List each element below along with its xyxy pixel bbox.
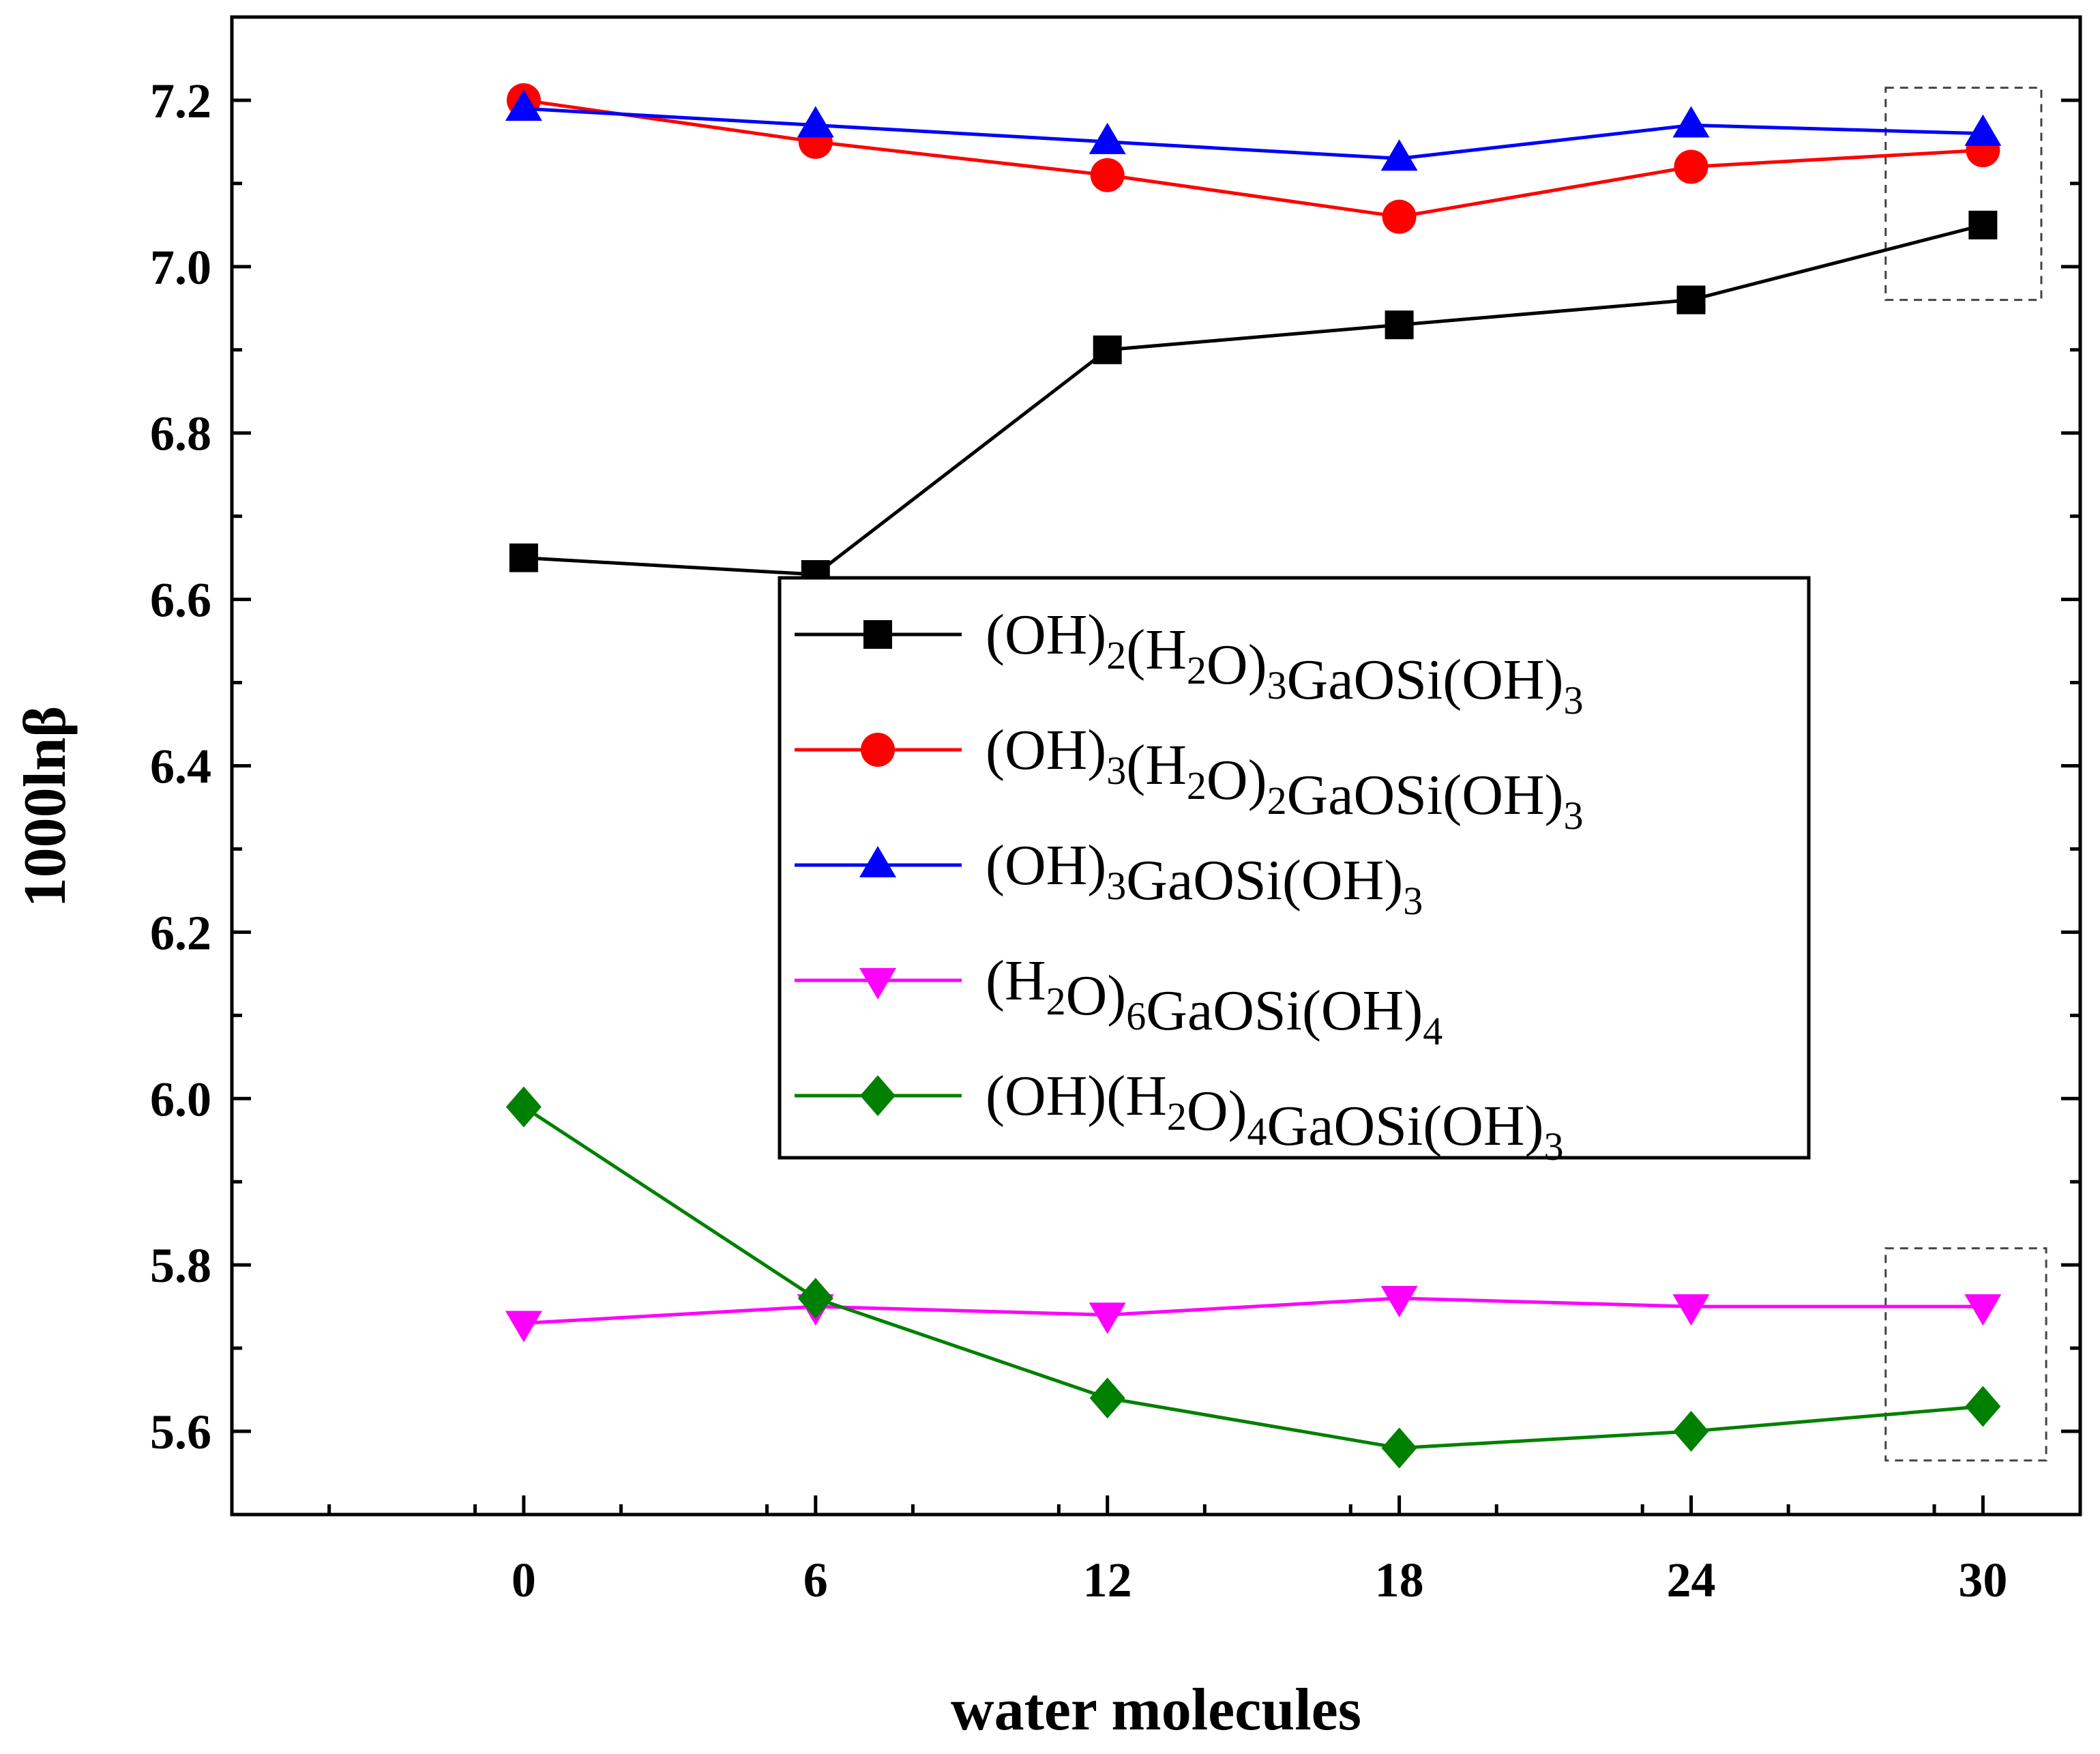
x-tick-labels: 0 6 12 18 24 30 [512,1553,2007,1607]
series-line [523,1296,1983,1326]
x-tick-label: 0 [512,1553,536,1607]
legend-item: (OH)3(H2O)2GaOSi(OH)3 [795,718,1584,838]
data-point [1676,285,1706,315]
y-tick-label: 6.8 [150,407,211,461]
data-point [1090,158,1125,192]
legend-label: (OH)3(H2O)2GaOSi(OH)3 [986,718,1584,838]
legend-item: (OH)2(H2O)3GaOSi(OH)3 [795,603,1584,722]
x-axis-title: water molecules [951,1677,1361,1743]
series-1 [506,83,2000,234]
y-axis-title: 1000lnβ [12,706,78,908]
x-tick-label: 30 [1958,1553,2007,1607]
y-tick-label: 7.2 [150,74,211,128]
data-point [1381,1427,1417,1469]
series-0 [509,210,1998,589]
data-point [1093,335,1122,364]
series-line [522,1105,1983,1450]
x-tick-label: 6 [803,1553,828,1607]
data-point [1385,310,1414,340]
legend-item: (OH)(H2O)4GaOSi(OH)3 [795,1064,1563,1169]
legend-marker [860,1075,896,1116]
series-line [523,106,1983,160]
data-point [1382,199,1417,234]
y-tick-label: 6.4 [150,740,211,794]
data-point [1672,1294,1710,1326]
legend-item: (OH)3GaOSi(OH)3 [795,834,1423,923]
y-tick-labels: 5.6 5.8 6.0 6.2 6.4 6.6 6.8 7.0 7.2 [150,74,211,1459]
y-tick-label: 5.8 [150,1238,211,1293]
legend-label: (OH)(H2O)4GaOSi(OH)3 [986,1064,1563,1169]
data-point [797,106,834,138]
data-point [797,1277,833,1319]
series-line [523,223,1983,576]
x-tick-label: 12 [1083,1553,1132,1607]
data-point [509,543,538,572]
data-point [1673,1411,1709,1452]
data-point [1089,122,1126,154]
legend-label: (H2O)6GaOSi(OH)4 [986,949,1443,1053]
legend-label: (OH)2(H2O)3GaOSi(OH)3 [986,603,1584,722]
x-tick-label: 24 [1666,1553,1715,1607]
y-tick-label: 6.2 [150,905,211,960]
y-tick-label: 6.6 [150,573,211,628]
data-point [1965,1386,2001,1427]
series-4 [505,1086,2001,1469]
data-point [505,1311,542,1343]
data-point [1964,1294,2002,1326]
legend-box [778,576,1811,1160]
x-tick-label: 18 [1375,1553,1424,1607]
annotations [1884,87,2047,1462]
y-tick-label: 6.0 [150,1072,211,1126]
data-point [505,89,542,121]
y-tick-label: 7.0 [150,240,211,295]
series-3 [505,1285,2002,1343]
dashed-highlight-box [1884,87,2043,302]
series-2 [505,89,2002,171]
legend-label: (OH)3GaOSi(OH)3 [986,834,1423,923]
data-point [505,1086,542,1128]
dashed-highlight-box [1884,1247,2047,1462]
plot-frame [230,15,2082,1517]
y-tick-label: 5.6 [150,1405,211,1459]
data-point [1672,106,1710,138]
legend-marker [861,733,895,767]
legend: (OH)2(H2O)3GaOSi(OH)3(OH)3(H2O)2GaOSi(OH… [778,576,1811,1169]
data-point [1964,114,2002,146]
series-line [523,98,1983,219]
data-point [1380,1285,1418,1317]
data-point [1968,210,1998,239]
data-point [1674,149,1709,184]
data-point [1089,1377,1125,1419]
plot-series [505,83,2002,1469]
legend-marker [859,968,896,999]
data-point [1380,139,1418,171]
legend-marker [863,620,892,649]
legend-item: (H2O)6GaOSi(OH)4 [795,949,1443,1053]
legend-marker [859,846,896,877]
data-point [1089,1302,1126,1334]
